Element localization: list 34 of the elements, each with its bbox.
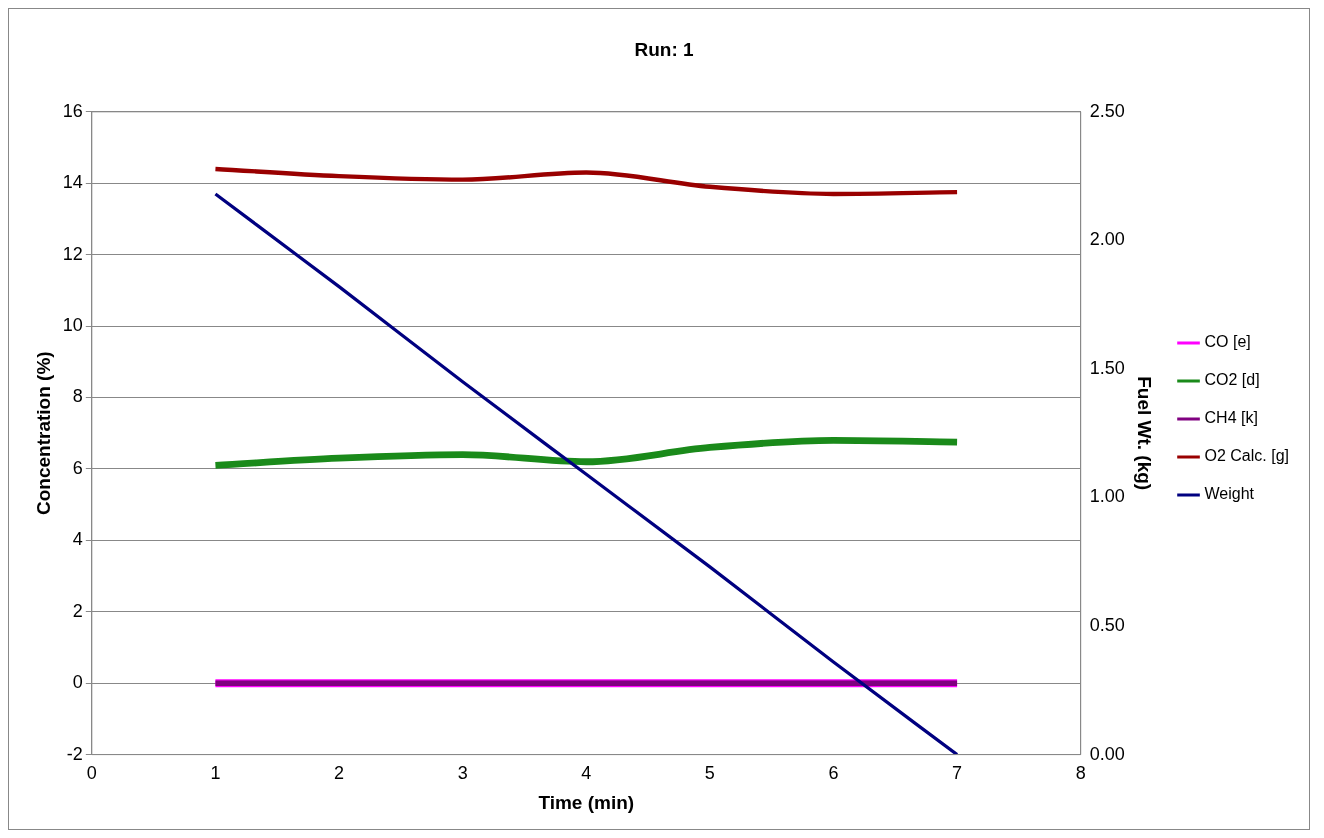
legend-label: O2 Calc. [g] xyxy=(1204,447,1290,465)
y-tick-label: 2 xyxy=(72,600,83,621)
y-axis-title: Concentration (%) xyxy=(32,351,54,515)
chart-title: Run: 1 xyxy=(634,38,694,60)
x-tick-label: 0 xyxy=(86,763,97,784)
y-tick-label: 8 xyxy=(72,386,83,407)
y2-tick-label: 2.50 xyxy=(1089,100,1125,121)
y2-axis-title: Fuel Wt. (kg) xyxy=(1133,376,1155,491)
legend-label: CO2 [d] xyxy=(1204,371,1260,389)
x-tick-label: 1 xyxy=(210,763,221,784)
x-tick-label: 5 xyxy=(704,763,715,784)
y-tick-label: 4 xyxy=(72,529,83,550)
legend-label: CO [e] xyxy=(1204,333,1251,351)
y2-tick-label: 0.50 xyxy=(1089,615,1125,636)
x-tick-label: 6 xyxy=(828,763,839,784)
y-tick-label: 0 xyxy=(72,672,83,693)
x-tick-label: 4 xyxy=(581,763,592,784)
y-tick-label: 10 xyxy=(62,315,83,336)
y-tick-label: -2 xyxy=(66,743,83,764)
x-tick-label: 2 xyxy=(334,763,345,784)
y-tick-label: 14 xyxy=(62,172,83,193)
y2-tick-label: 2.00 xyxy=(1089,229,1125,250)
x-axis-title: Time (min) xyxy=(538,791,635,813)
y2-tick-label: 1.50 xyxy=(1089,357,1125,378)
legend-label: Weight xyxy=(1204,485,1255,503)
y2-tick-label: 0.00 xyxy=(1089,743,1125,764)
y2-tick-label: 1.00 xyxy=(1089,486,1125,507)
legend-label: CH4 [k] xyxy=(1204,409,1258,427)
x-tick-label: 3 xyxy=(457,763,468,784)
y-tick-label: 16 xyxy=(62,100,83,121)
y-tick-label: 12 xyxy=(62,243,83,264)
y-tick-label: 6 xyxy=(72,457,83,478)
x-tick-label: 7 xyxy=(952,763,963,784)
x-tick-label: 8 xyxy=(1075,763,1086,784)
